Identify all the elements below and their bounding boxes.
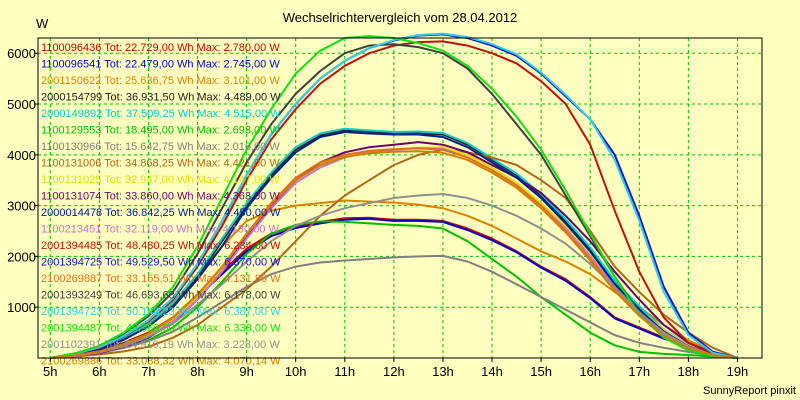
series-line-2001102391 [50, 193, 738, 359]
legend-entry-2001394485: 2001394485 Tot: 48.480,25 Wh Max: 6.234,… [41, 240, 281, 252]
y-tick-label: 4000 [7, 148, 36, 163]
y-tick-label: 6000 [7, 46, 36, 61]
x-tick-label: 13h [432, 364, 454, 379]
y-tick-label: 2000 [7, 249, 36, 264]
legend-entry-2001394487: 2001394487 Tot: 48.950,00 Wh Max: 6.338,… [41, 323, 281, 335]
x-tick-label: 12h [383, 364, 405, 379]
plot-frame [37, 37, 763, 359]
x-tick-label: 17h [628, 364, 650, 379]
legend-entry-2001394725: 2001394725 Tot: 49.529,50 Wh Max: 6.370,… [41, 257, 281, 269]
x-tick-label: 16h [579, 364, 601, 379]
legend-entry-1100130966: 1100130966 Tot: 15.642,75 Wh Max: 2.016,… [41, 141, 280, 153]
legend-entry-1100213451: 1100213451 Tot: 32.119,00 Wh Max: 4.130,… [41, 224, 280, 236]
legend-entry-2000149892: 2000149892 Tot: 37.509,25 Wh Max: 4.515,… [41, 108, 281, 120]
series-line-2001394723 [50, 32, 738, 359]
y-axis-label: W [36, 16, 49, 31]
x-tick-label: 11h [334, 364, 355, 379]
legend-entry-1100131006: 1100131006 Tot: 34.868,25 Wh Max: 4.421,… [41, 158, 280, 170]
x-tick-label: 19h [727, 364, 749, 379]
x-tick-label: 7h [141, 364, 155, 379]
x-tick-label: 8h [190, 364, 204, 379]
chart-title: Wechselrichtervergleich vom 28.04.2012 [283, 10, 518, 25]
y-tick-label: 3000 [7, 199, 36, 214]
legend-entry-1100096436: 1100096436 Tot: 22.729,00 Wh Max: 2.780,… [41, 42, 280, 54]
legend-entry-2001102391: 2001102391 Tot: 24.910,19 Wh Max: 3.228,… [41, 339, 280, 351]
legend-entry-1100096541: 1100096541 Tot: 22.479,00 Wh Max: 2.745,… [41, 59, 280, 71]
y-tick-label: 1000 [7, 300, 36, 315]
series-line-1100130966 [50, 254, 738, 359]
y-tick-label: 5000 [7, 97, 36, 112]
legend-entry-2000014478: 2000014478 Tot: 36.842,25 Wh Max: 4.450,… [41, 207, 281, 219]
x-tick-label: 10h [285, 364, 307, 379]
credit-text: SunnyReport pinxit [703, 385, 796, 397]
x-tick-label: 5h [43, 364, 57, 379]
legend: 1100096436 Tot: 22.729,00 Wh Max: 2.780,… [41, 42, 281, 368]
legend-entry-1100131074: 1100131074 Tot: 33.860,00 Wh Max: 4.363,… [41, 191, 280, 203]
axes: 5h 6h 7h 8h 9h 10h 11h 12h 13h 14h 15h 16h 17h 18h 19h… [7, 37, 763, 379]
series-line-2000014478 [50, 131, 738, 359]
x-tick-label: 18h [678, 364, 700, 379]
series-line-1100129553 [50, 220, 738, 359]
x-tick-label: 14h [481, 364, 503, 379]
legend-entry-2000154799: 2000154799 Tot: 36.931,50 Wh Max: 4.489,… [41, 92, 281, 104]
x-tick-label: 6h [92, 364, 106, 379]
x-tick-label: 15h [530, 364, 552, 379]
series-line-1100131006 [50, 148, 738, 359]
legend-entry-2001394723: 2001394723 Tot: 50.148,23 Wh Max: 6.387,… [41, 306, 281, 318]
legend-entry-2100269887: 2100269887 Tot: 33.155,51 Wh Max: 4.131,… [41, 273, 281, 285]
legend-entry-2001150622: 2001150622 Tot: 25.636,75 Wh Max: 3.101,… [41, 75, 280, 87]
legend-entry-1100131025: 1100131025 Tot: 32.947,00 Wh Max: 4.147,… [41, 174, 280, 186]
series-line-2100269886 [50, 150, 738, 359]
legend-entry-2001393249: 2001393249 Tot: 46.693,68 Wh Max: 6.178,… [41, 290, 281, 302]
legend-entry-1100129553: 1100129553 Tot: 18.495,00 Wh Max: 2.693,… [41, 125, 280, 137]
x-tick-label: 9h [239, 364, 253, 379]
series-lines [50, 32, 738, 359]
